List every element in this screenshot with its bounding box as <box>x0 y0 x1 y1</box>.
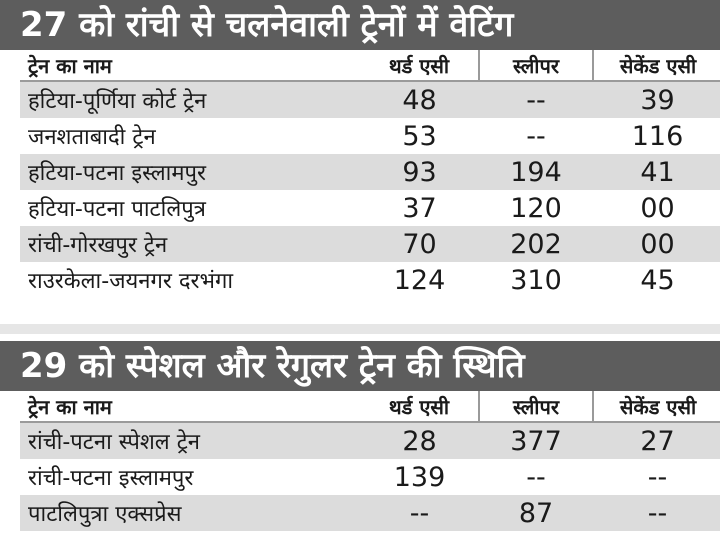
second-ac-value: 27 <box>593 422 720 459</box>
sleeper-value: -- <box>526 461 546 493</box>
train-name: जनशताबादी ट्रेन <box>28 125 156 150</box>
table-row: पाटलिपुत्रा एक्सप्रेस -- 87 -- <box>20 495 720 531</box>
third-ac-value: 28 <box>360 422 479 459</box>
header-second-ac: सेकेंड एसी <box>593 50 720 82</box>
sleeper-value: 120 <box>510 192 562 224</box>
section-divider <box>0 324 720 334</box>
sleeper-value: 202 <box>479 226 593 262</box>
table-row: जनशताबादी ट्रेन 53 -- 116 <box>20 118 720 154</box>
second-ac-value: 41 <box>593 154 720 190</box>
third-ac-value: 139 <box>393 461 446 493</box>
train-name: राउरकेला-जयनगर दरभंगा <box>28 269 234 294</box>
status-section: 29 को स्पेशल और रेगुलर ट्रेन की स्थिति ट… <box>0 341 720 531</box>
table-row: राउरकेला-जयनगर दरभंगा 124 310 45 <box>20 262 720 298</box>
second-ac-value: -- <box>593 495 720 531</box>
second-ac-value: -- <box>647 461 668 493</box>
third-ac-value: 37 <box>402 192 437 224</box>
third-ac-value: 48 <box>360 81 479 118</box>
header-third-ac: थर्ड एसी <box>360 391 480 423</box>
second-ac-value: 39 <box>593 81 720 118</box>
sleeper-value: 87 <box>479 495 593 531</box>
table-header-row: ट्रेन का नाम थर्ड एसी स्लीपर सेकेंड एसी <box>20 391 720 423</box>
header-third-ac: थर्ड एसी <box>360 50 480 82</box>
header-train-name: ट्रेन का नाम <box>20 391 360 423</box>
table-row: हटिया-पटना इस्लामपुर 93 194 41 <box>20 154 720 190</box>
train-name: हटिया-पटना पाटलिपुत्र <box>28 197 206 222</box>
table-row: हटिया-पटना पाटलिपुत्र 37 120 00 <box>20 190 720 226</box>
third-ac-value: 93 <box>360 154 479 190</box>
train-name: हटिया-पटना इस्लामपुर <box>20 154 360 190</box>
waiting-table: ट्रेन का नाम थर्ड एसी स्लीपर सेकेंड एसी … <box>20 50 720 298</box>
waiting-section: 27 को रांची से चलनेवाली ट्रेनों में वेटि… <box>0 0 720 298</box>
sleeper-value: 194 <box>479 154 593 190</box>
second-ac-value: 00 <box>593 226 720 262</box>
table-row: हटिया-पूर्णिया कोर्ट ट्रेन 48 -- 39 <box>20 81 720 118</box>
waiting-title: 27 को रांची से चलनेवाली ट्रेनों में वेटि… <box>0 0 720 50</box>
status-title: 29 को स्पेशल और रेगुलर ट्रेन की स्थिति <box>0 341 720 391</box>
third-ac-value: 70 <box>360 226 479 262</box>
sleeper-value: 377 <box>479 422 593 459</box>
second-ac-value: 116 <box>631 120 684 152</box>
sleeper-value: 310 <box>510 264 562 296</box>
third-ac-value: 124 <box>393 264 446 296</box>
header-second-ac: सेकेंड एसी <box>593 391 720 423</box>
sleeper-value: -- <box>479 81 593 118</box>
train-name: हटिया-पूर्णिया कोर्ट ट्रेन <box>20 81 360 118</box>
second-ac-value: 45 <box>640 264 675 296</box>
table-row: रांची-पटना स्पेशल ट्रेन 28 377 27 <box>20 422 720 459</box>
second-ac-value: 00 <box>640 192 675 224</box>
status-table: ट्रेन का नाम थर्ड एसी स्लीपर सेकेंड एसी … <box>20 391 720 531</box>
third-ac-value: -- <box>360 495 479 531</box>
third-ac-value: 53 <box>402 120 437 152</box>
header-sleeper: स्लीपर <box>479 391 594 423</box>
table-row: रांची-पटना इस्लामपुर 139 -- -- <box>20 459 720 495</box>
train-name: रांची-पटना स्पेशल ट्रेन <box>20 422 360 459</box>
sleeper-value: -- <box>526 120 546 152</box>
train-name: रांची-पटना इस्लामपुर <box>28 466 194 491</box>
header-train-name: ट्रेन का नाम <box>20 50 360 82</box>
table-header-row: ट्रेन का नाम थर्ड एसी स्लीपर सेकेंड एसी <box>20 50 720 82</box>
table-row: रांची-गोरखपुर ट्रेन 70 202 00 <box>20 226 720 262</box>
train-name: रांची-गोरखपुर ट्रेन <box>20 226 360 262</box>
train-name: पाटलिपुत्रा एक्सप्रेस <box>20 495 360 531</box>
header-sleeper: स्लीपर <box>479 50 594 82</box>
